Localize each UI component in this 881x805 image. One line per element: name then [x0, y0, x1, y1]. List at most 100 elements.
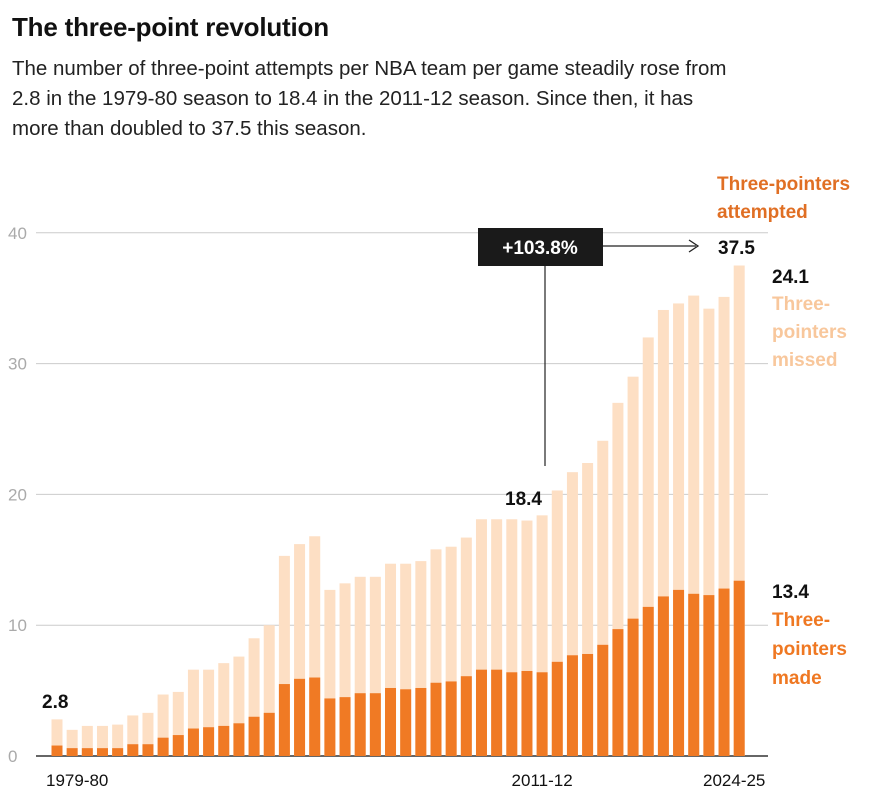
- bar-made: [263, 712, 275, 756]
- legend-attempted-line-2: attempted: [717, 202, 808, 223]
- bar-made: [673, 589, 685, 756]
- mid-value-label: 18.4: [505, 489, 542, 510]
- change-badge: [478, 228, 603, 266]
- bar-attempted: [612, 402, 624, 756]
- bar-made: [536, 672, 548, 756]
- bar-attempted: [627, 376, 639, 756]
- bar-attempted: [127, 715, 139, 756]
- y-tick-label: 10: [8, 616, 27, 635]
- change-badge-text: +103.8%: [502, 238, 578, 259]
- bar-made: [294, 678, 306, 756]
- bar-attempted: [566, 472, 578, 756]
- bar-made: [506, 672, 518, 756]
- bar-attempted: [96, 725, 108, 756]
- bar-attempted: [400, 563, 412, 756]
- chart-title: The three-point revolution: [12, 12, 329, 42]
- bar-attempted: [369, 576, 381, 756]
- bar-attempted: [309, 536, 321, 756]
- bar-attempted: [445, 546, 457, 756]
- bar-attempted: [203, 669, 215, 756]
- bar-attempted: [551, 490, 563, 756]
- bar-attempted: [475, 519, 487, 756]
- bar-attempted: [248, 638, 260, 756]
- bar-made: [445, 681, 457, 756]
- y-tick-label: 20: [8, 485, 27, 504]
- bar-made: [460, 676, 472, 756]
- bar-attempted: [718, 296, 730, 756]
- bar-made: [157, 737, 169, 756]
- bar-attempted: [385, 563, 397, 756]
- bar-attempted: [218, 663, 230, 756]
- bar-attempted: [703, 308, 715, 756]
- bar-made: [551, 661, 563, 756]
- last-total-label: 37.5: [718, 238, 755, 259]
- bar-made: [172, 735, 184, 756]
- bar-made: [688, 593, 700, 756]
- bar-made: [400, 689, 412, 756]
- bar-attempted: [354, 576, 366, 756]
- bar-made: [627, 618, 639, 756]
- bars-layer: [51, 265, 745, 756]
- bar-made: [324, 698, 336, 756]
- bar-attempted: [187, 669, 199, 756]
- bar-attempted: [324, 589, 336, 756]
- bar-attempted: [733, 265, 745, 756]
- bar-attempted: [642, 337, 654, 756]
- bar-made: [369, 693, 381, 756]
- chart-subtitle: The number of three-point attempts per N…: [12, 57, 727, 140]
- bar-made: [475, 669, 487, 756]
- bar-attempted: [51, 719, 63, 756]
- y-tick-label: 30: [8, 355, 27, 374]
- bar-made: [96, 748, 108, 756]
- bar-made: [430, 682, 442, 756]
- bar-attempted: [430, 549, 442, 756]
- legend-missed-line-3: missed: [772, 350, 837, 371]
- legend-attempted-line-1: Three-pointers: [717, 174, 850, 195]
- bar-made: [597, 644, 609, 756]
- bar-attempted: [233, 656, 245, 756]
- bar-made: [142, 744, 154, 756]
- bar-attempted: [66, 729, 78, 756]
- last-missed-label: 24.1: [772, 267, 809, 288]
- y-tick-label: 40: [8, 224, 27, 243]
- bar-attempted: [142, 712, 154, 756]
- bar-attempted: [657, 309, 669, 756]
- bar-made: [582, 653, 594, 756]
- bar-attempted: [460, 537, 472, 756]
- bar-made: [187, 728, 199, 756]
- bar-attempted: [81, 725, 93, 756]
- first-value-label: 2.8: [42, 692, 68, 713]
- bar-made: [612, 629, 624, 756]
- bar-made: [354, 693, 366, 756]
- bar-made: [642, 606, 654, 756]
- bar-attempted: [536, 515, 548, 756]
- bar-made: [566, 655, 578, 756]
- bar-attempted: [491, 519, 503, 756]
- arrow-head-icon: [688, 239, 700, 253]
- bar-made: [278, 684, 290, 756]
- x-axis-ticks: 1979-80 2011-12 2024-25: [46, 771, 765, 790]
- legend-missed-line-1: Three-: [772, 294, 830, 315]
- bar-made: [81, 748, 93, 756]
- bar-attempted: [278, 555, 290, 756]
- legend-made-line-1: Three-: [772, 610, 830, 631]
- bar-made: [385, 687, 397, 756]
- bar-made: [248, 716, 260, 756]
- last-made-label: 13.4: [772, 582, 809, 603]
- bar-attempted: [294, 544, 306, 756]
- bar-attempted: [521, 520, 533, 756]
- legend-made-line-2: pointers: [772, 639, 847, 660]
- bar-attempted: [506, 519, 518, 756]
- bar-made: [657, 596, 669, 756]
- bar-made: [415, 687, 427, 756]
- bar-attempted: [688, 295, 700, 756]
- bar-made: [733, 580, 745, 756]
- bar-made: [703, 595, 715, 756]
- x-tick-label: 2024-25: [703, 771, 765, 790]
- bar-attempted: [112, 724, 124, 756]
- bar-attempted: [582, 463, 594, 756]
- bar-made: [218, 725, 230, 756]
- bar-made: [521, 670, 533, 756]
- x-tick-label: 1979-80: [46, 771, 108, 790]
